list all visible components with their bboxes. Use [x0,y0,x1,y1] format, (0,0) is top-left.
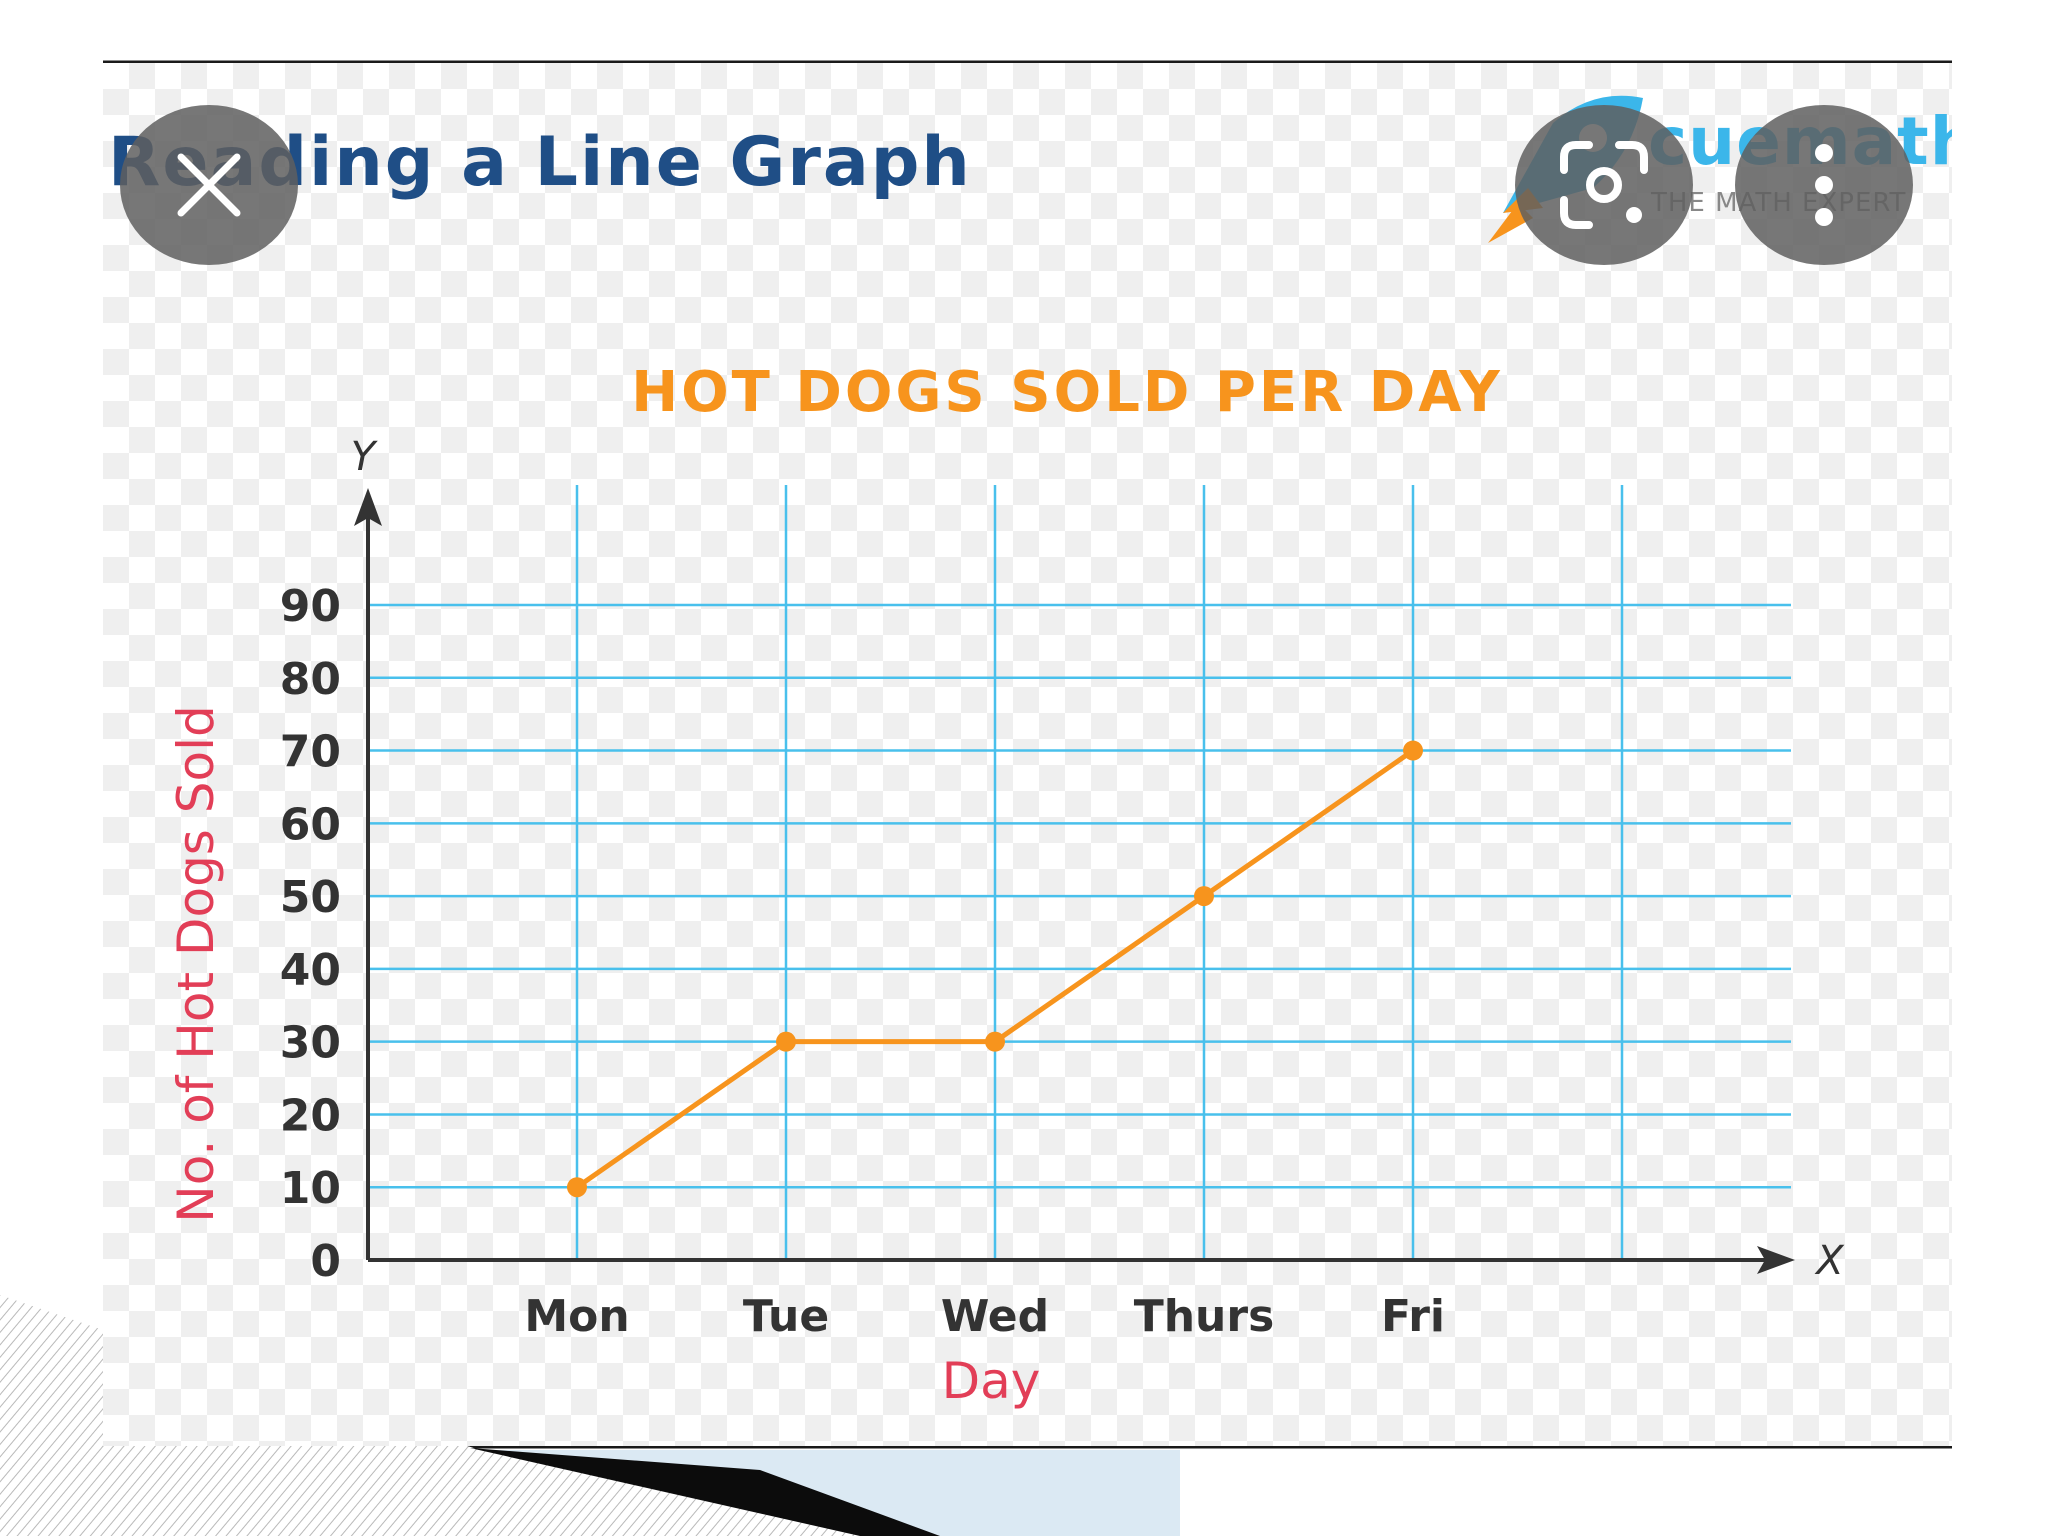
data-point-thurs [1194,886,1214,907]
more-vert-icon [1815,144,1833,226]
hatched-bottom [103,1450,900,1536]
close-icon [177,153,241,217]
y-tick-label-40: 40 [280,945,341,996]
data-points [567,740,1423,1198]
chart-title: HOT DOGS SOLD PER DAY [631,360,1503,425]
image-viewer: Reading a Line Graph cuemath THE MATH EX… [103,63,1952,1446]
y-tick-label-90: 90 [280,581,341,632]
line-chart: HOT DOGS SOLD PER DAY Y X 0 10 20 30 40 50 60 7… [167,360,1845,1410]
x-tick-labels: Mon Tue Wed Thurs Fri [524,1291,1445,1342]
more-options-button[interactable] [1735,105,1913,265]
y-tick-label-50: 50 [280,872,341,923]
horizontal-gridlines [368,603,1791,1189]
y-tick-label-20: 20 [280,1090,341,1141]
x-tick-label-thurs: Thurs [1134,1291,1275,1342]
y-tick-label-60: 60 [280,799,341,850]
y-tick-label-70: 70 [280,727,341,778]
x-tick-label-mon: Mon [524,1291,629,1342]
data-point-mon [567,1177,587,1198]
x-tick-label-wed: Wed [941,1291,1049,1342]
hatched-corner [0,1295,103,1536]
y-tick-label-10: 10 [280,1163,341,1214]
lens-button[interactable] [1515,105,1693,265]
y-tick-label-80: 80 [280,654,341,705]
y-tick-labels: 0 10 20 30 40 50 60 70 80 90 [280,581,341,1287]
y-axis-arrow [354,488,382,526]
data-point-fri [1403,740,1423,761]
data-point-wed [985,1031,1005,1052]
close-button[interactable] [120,105,298,265]
x-axis-title: Day [942,1352,1041,1410]
y-tick-label-30: 30 [280,1018,341,1069]
data-point-tue [776,1031,796,1052]
x-axis-arrow [1757,1246,1795,1274]
axes [354,488,1795,1274]
y-axis-letter: Y [351,434,379,480]
x-tick-label-fri: Fri [1381,1291,1445,1342]
x-tick-label-tue: Tue [743,1291,829,1342]
lens-icon [1560,141,1648,229]
x-axis-letter: X [1814,1238,1845,1284]
black-swoosh [470,1448,940,1536]
y-axis-title: No. of Hot Dogs Sold [167,705,225,1222]
y-tick-label-0: 0 [310,1236,341,1287]
vertical-gridlines [575,485,1624,1260]
